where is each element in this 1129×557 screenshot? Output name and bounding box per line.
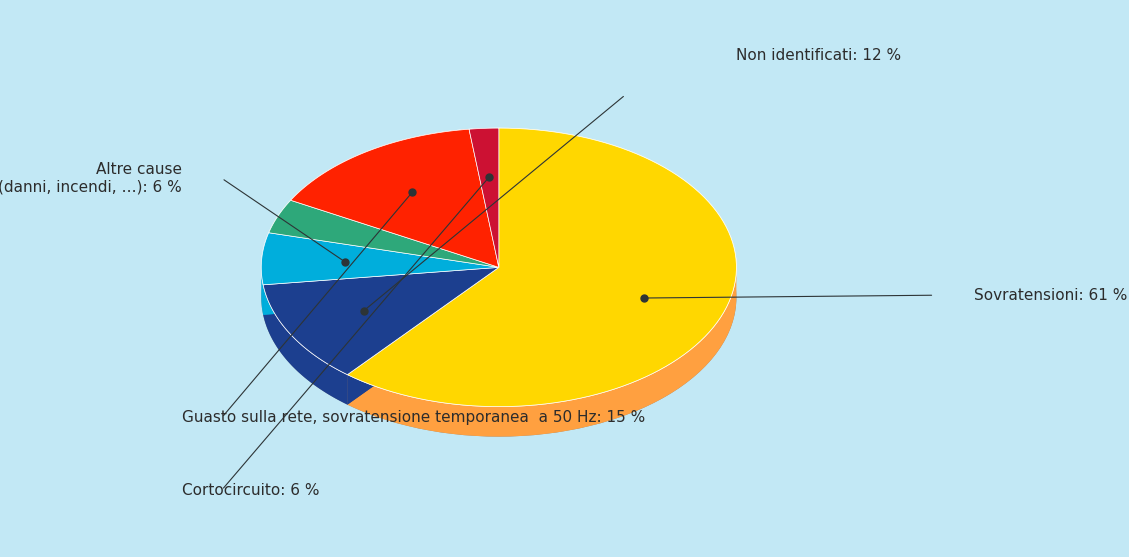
Polygon shape	[469, 128, 499, 267]
Polygon shape	[263, 267, 499, 315]
Ellipse shape	[261, 158, 736, 437]
Polygon shape	[290, 129, 499, 267]
Polygon shape	[348, 128, 736, 407]
Text: Sovratensioni: 61 %: Sovratensioni: 61 %	[974, 288, 1128, 302]
Polygon shape	[290, 129, 499, 267]
Polygon shape	[261, 233, 499, 285]
Text: Cortocircuito: 6 %: Cortocircuito: 6 %	[182, 483, 320, 497]
Polygon shape	[263, 267, 499, 375]
Polygon shape	[261, 267, 263, 315]
Polygon shape	[263, 267, 499, 315]
Polygon shape	[263, 267, 499, 315]
Polygon shape	[269, 201, 499, 267]
Polygon shape	[348, 270, 736, 437]
Polygon shape	[348, 267, 499, 404]
Polygon shape	[348, 267, 499, 404]
Polygon shape	[261, 233, 499, 285]
Polygon shape	[469, 128, 499, 267]
Polygon shape	[263, 267, 499, 315]
Text: Altre cause
(danni, incendi, …): 6 %: Altre cause (danni, incendi, …): 6 %	[0, 162, 182, 194]
Text: Non identificati: 12 %: Non identificati: 12 %	[736, 48, 902, 63]
Text: Guasto sulla rete, sovratensione temporanea  a 50 Hz: 15 %: Guasto sulla rete, sovratensione tempora…	[182, 411, 646, 425]
Polygon shape	[348, 128, 736, 407]
Polygon shape	[269, 201, 499, 267]
Polygon shape	[263, 285, 348, 404]
Polygon shape	[263, 267, 499, 375]
Polygon shape	[348, 267, 499, 404]
Polygon shape	[348, 267, 499, 404]
